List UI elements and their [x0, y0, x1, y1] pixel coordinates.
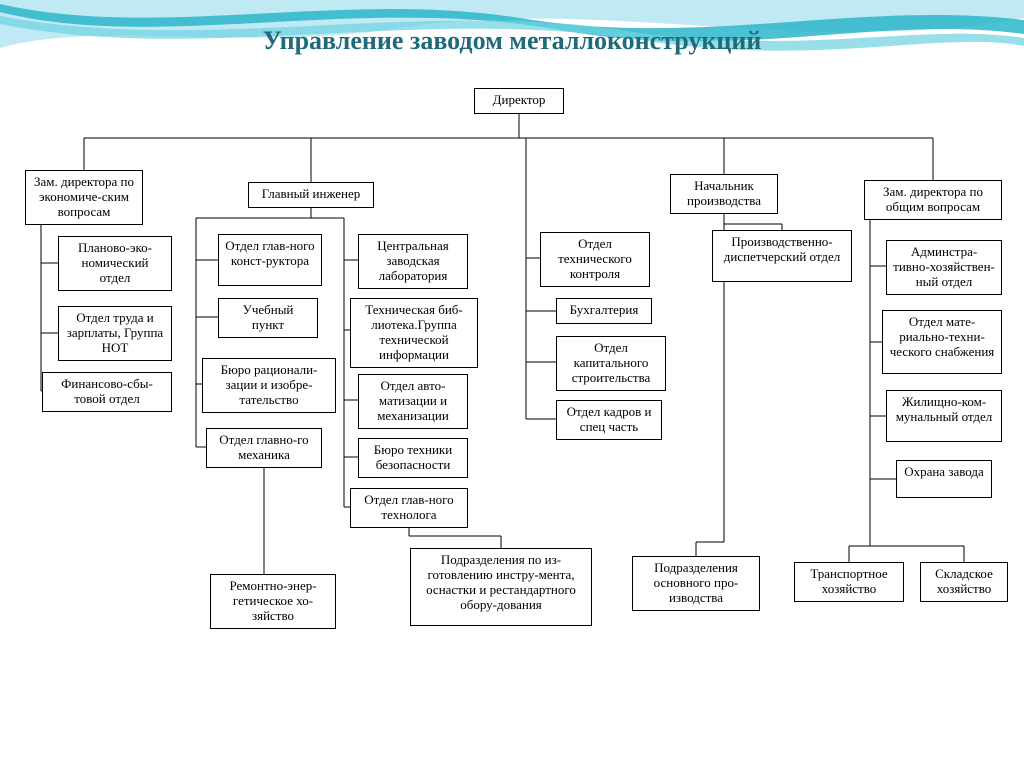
node-eng-tech: Отдел глав-ного технолога	[350, 488, 468, 528]
node-chief-eng: Главный инженер	[248, 182, 374, 208]
node-bot-repair: Ремонтно-энер-гетическое хо-зяйство	[210, 574, 336, 629]
node-bot-store: Складское хозяйство	[920, 562, 1008, 602]
node-ctl-acct: Бухгалтерия	[556, 298, 652, 324]
node-eng-constr: Отдел глав-ного конст-руктора	[218, 234, 322, 286]
node-gen-supply: Отдел мате-риально-техни-ческого снабжен…	[882, 310, 1002, 374]
node-ctl-cap: Отдел капитального строительства	[556, 336, 666, 391]
node-zam-econ: Зам. директора по экономиче-ским вопроса…	[25, 170, 143, 225]
node-econ-fin: Финансово-сбы-товой отдел	[42, 372, 172, 412]
node-bot-mainprod: Подразделения основного про-изводства	[632, 556, 760, 611]
org-chart: Директор Зам. директора по экономиче-ским…	[10, 76, 1014, 756]
node-ctl-hr: Отдел кадров и спец часть	[556, 400, 662, 440]
node-bot-transp: Транспортное хозяйство	[794, 562, 904, 602]
node-prod-disp: Производственно-диспетчерский отдел	[712, 230, 852, 282]
edge-layer	[10, 76, 1014, 756]
node-director: Директор	[474, 88, 564, 114]
node-econ-labor: Отдел труда и зарплаты, Группа НОТ	[58, 306, 172, 361]
node-eng-auto: Отдел авто-матизации и механизации	[358, 374, 468, 429]
node-gen-guard: Охрана завода	[896, 460, 992, 498]
page-title: Управление заводом металлоконструкций	[0, 26, 1024, 56]
node-eng-study: Учебный пункт	[218, 298, 318, 338]
node-eng-lab: Центральная заводская лаборатория	[358, 234, 468, 289]
node-eng-safety: Бюро техники безопасности	[358, 438, 468, 478]
node-econ-plan: Планово-эко-номический отдел	[58, 236, 172, 291]
node-gen-house: Жилищно-ком-мунальный отдел	[886, 390, 1002, 442]
node-bot-tooling: Подразделения по из-готовлению инстру-ме…	[410, 548, 592, 626]
node-gen-admin: Админстра-тивно-хозяйствен-ный отдел	[886, 240, 1002, 295]
node-zam-gen: Зам. директора по общим вопросам	[864, 180, 1002, 220]
node-eng-mech: Отдел главно-го механика	[206, 428, 322, 468]
node-ctl-qc: Отдел технического контроля	[540, 232, 650, 287]
node-eng-ration: Бюро рационали-зации и изобре-тательство	[202, 358, 336, 413]
node-head-prod: Начальник производства	[670, 174, 778, 214]
node-eng-lib: Техническая биб-лиотека.Группа техническ…	[350, 298, 478, 368]
